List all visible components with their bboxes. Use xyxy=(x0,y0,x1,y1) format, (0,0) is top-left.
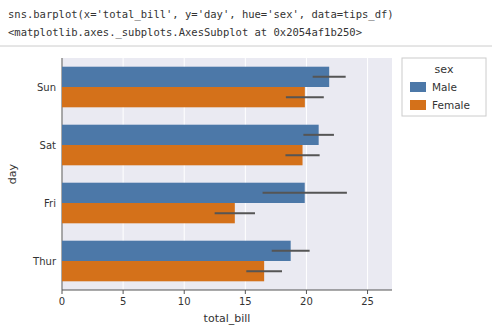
tick-label: 5 xyxy=(120,296,126,307)
bar xyxy=(62,67,329,87)
grid-line xyxy=(306,58,307,290)
separator xyxy=(0,46,492,47)
title: sns.barplot(x='total_bill', y='day', hue… xyxy=(8,8,394,21)
x-axis-label: total_bill xyxy=(204,312,251,325)
grid-line xyxy=(367,58,368,290)
tick-label: Fri xyxy=(44,198,56,209)
plot-background xyxy=(62,58,392,290)
tick-mark xyxy=(123,290,124,294)
error-bar xyxy=(303,134,334,136)
tick-label: Thur xyxy=(32,256,57,267)
tick-mark xyxy=(62,290,63,294)
error-bar xyxy=(246,270,282,272)
tick-mark xyxy=(184,290,185,294)
legend-frame xyxy=(402,58,486,116)
bar xyxy=(62,125,319,145)
tick-label: 0 xyxy=(59,296,65,307)
tick-mark xyxy=(306,290,307,294)
tick-label: 25 xyxy=(361,296,374,307)
legend-title: sex xyxy=(435,63,454,76)
tick-label: Sun xyxy=(37,82,56,93)
bar xyxy=(62,241,291,261)
legend-swatch xyxy=(410,100,426,110)
error-bar xyxy=(286,96,324,98)
chart: sns.barplot(x='total_bill', y='day', hue… xyxy=(0,0,492,332)
marks xyxy=(62,67,347,282)
tick-label: 10 xyxy=(178,296,191,307)
bar xyxy=(62,145,303,165)
error-bar xyxy=(215,212,255,214)
bar xyxy=(62,87,305,107)
tick-mark xyxy=(245,290,246,294)
error-bar xyxy=(263,192,347,194)
legend-entry: Male xyxy=(432,81,457,93)
error-bar xyxy=(313,76,346,78)
bar xyxy=(62,261,264,281)
x-axis-line xyxy=(62,290,392,291)
bar xyxy=(62,203,235,223)
legend-entry: Female xyxy=(432,99,470,111)
legend: sex Male Female xyxy=(402,58,486,116)
tick-mark xyxy=(367,290,368,294)
legend-swatch xyxy=(410,82,426,92)
subtitle: <matplotlib.axes._subplots.AxesSubplot a… xyxy=(8,26,362,39)
error-bar xyxy=(272,250,310,252)
tick-label: 20 xyxy=(300,296,313,307)
y-axis-label: day xyxy=(6,163,19,184)
tick-label: Sat xyxy=(40,140,56,151)
tick-label: 15 xyxy=(239,296,252,307)
error-bar xyxy=(285,154,319,156)
